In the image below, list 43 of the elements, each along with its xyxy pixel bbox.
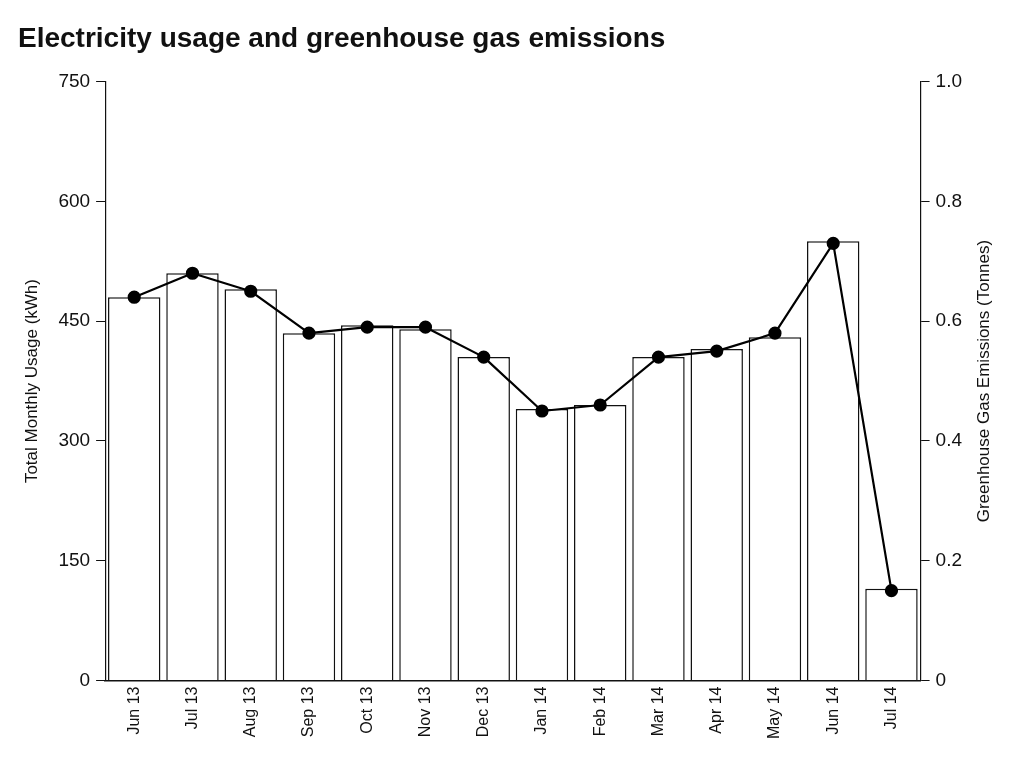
- y2-axis-title: Greenhouse Gas Emissions (Tonnes): [973, 239, 993, 523]
- x-tick-label: Oct 13: [357, 686, 375, 734]
- y2-tick-label: 0.4: [935, 429, 963, 451]
- point: [884, 584, 899, 598]
- point: [535, 404, 549, 418]
- point: [244, 284, 258, 298]
- y-tick-label: 0: [79, 668, 91, 690]
- x-tick-label: May 14: [765, 686, 783, 739]
- x-tick-label: Jun 14: [823, 686, 841, 735]
- y-tick-label: 150: [58, 548, 91, 570]
- point: [826, 236, 840, 250]
- x-tick-label: Sep 13: [299, 686, 317, 738]
- point: [185, 266, 200, 280]
- point: [477, 350, 491, 364]
- y-axis-title: Total Monthly Usage (kWh): [21, 279, 41, 484]
- y2-tick-label: 0.2: [935, 548, 963, 570]
- point: [593, 398, 607, 412]
- x-tick-label: Jul 13: [182, 686, 200, 730]
- y2-tick-label: 0: [935, 668, 947, 690]
- x-tick-label: Jul 14: [881, 686, 899, 730]
- x-tick-label: Jun 13: [124, 686, 142, 735]
- x-tick-label: Aug 13: [241, 686, 259, 738]
- point: [418, 320, 433, 334]
- point: [127, 290, 141, 304]
- x-tick-label: Dec 13: [474, 686, 492, 738]
- chart-title: Electricity usage and greenhouse gas emissions: [18, 21, 666, 53]
- y-tick-label: 600: [58, 189, 91, 211]
- point: [768, 326, 782, 340]
- y-tick-label: 450: [58, 309, 91, 331]
- point: [360, 320, 374, 334]
- point: [710, 344, 724, 358]
- x-tick-label: Mar 14: [648, 686, 666, 737]
- point: [651, 350, 666, 364]
- x-tick-label: Jan 14: [532, 686, 550, 735]
- x-tick-label: Feb 14: [590, 686, 608, 737]
- y-tick-label: 750: [58, 69, 91, 91]
- x-tick-label: Nov 13: [415, 686, 433, 738]
- x-tick-label: Apr 14: [707, 686, 725, 734]
- point: [302, 326, 316, 340]
- y2-tick-label: 0.8: [935, 189, 963, 211]
- y2-tick-label: 0.6: [935, 309, 963, 331]
- y2-tick-label: 1.0: [935, 69, 963, 91]
- y-tick-label: 300: [58, 429, 91, 451]
